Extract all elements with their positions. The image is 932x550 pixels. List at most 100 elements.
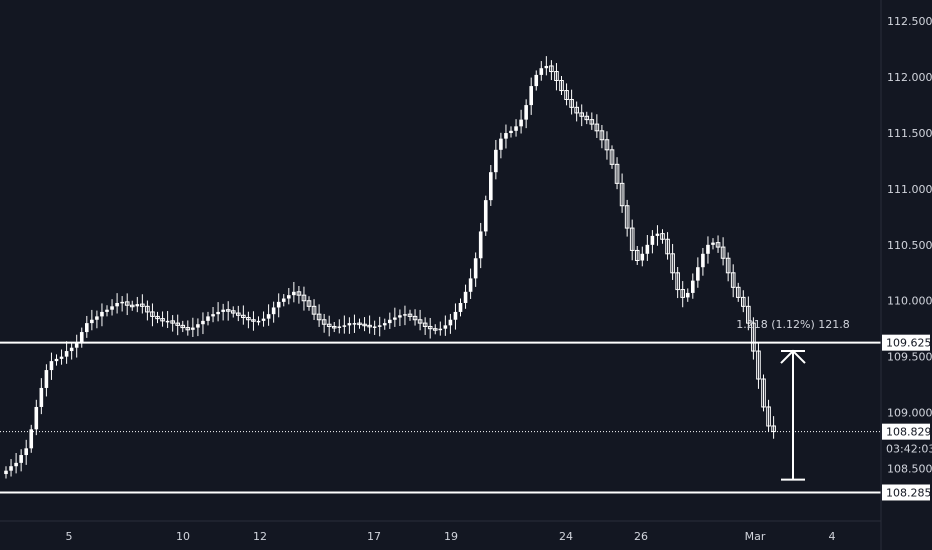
candle-body bbox=[432, 328, 438, 331]
candle bbox=[741, 290, 746, 313]
candle bbox=[196, 318, 200, 337]
candle-body bbox=[261, 318, 266, 321]
price-tick-label: 109.000 bbox=[887, 407, 932, 420]
candle-body bbox=[458, 302, 463, 312]
candle bbox=[54, 354, 59, 366]
candle bbox=[135, 296, 140, 313]
candle-body bbox=[499, 138, 503, 150]
candle bbox=[559, 76, 564, 96]
candle-body bbox=[725, 257, 731, 274]
candle-body bbox=[95, 316, 99, 320]
candle-body bbox=[519, 119, 523, 127]
candle bbox=[241, 305, 246, 325]
candle bbox=[59, 349, 64, 365]
time-tick-label: 24 bbox=[559, 530, 573, 543]
measure-label: 1.218 (1.12%) 121.8 bbox=[736, 318, 850, 331]
candle bbox=[432, 324, 438, 335]
candle bbox=[225, 301, 231, 321]
candle-body bbox=[504, 133, 508, 139]
candle bbox=[685, 288, 690, 302]
time-tick-label: 12 bbox=[253, 530, 267, 543]
candle-body bbox=[165, 320, 170, 323]
time-tick-label: 17 bbox=[367, 530, 381, 543]
candle-body bbox=[367, 324, 372, 328]
time-tick-label: Mar bbox=[745, 530, 766, 543]
level-price-label-bg bbox=[882, 334, 930, 351]
candle-body bbox=[301, 294, 307, 302]
candle bbox=[206, 311, 210, 326]
candle bbox=[751, 317, 756, 360]
candle bbox=[756, 342, 761, 389]
candle bbox=[604, 131, 610, 160]
candle bbox=[443, 315, 448, 336]
candle-body bbox=[145, 305, 150, 313]
candle-body bbox=[393, 317, 397, 320]
candle bbox=[534, 70, 539, 91]
price-labels: 109.625 108.285 108.829 03:42:03 bbox=[882, 334, 932, 501]
time-axis[interactable]: 5 10 12 17 19 24 26 Mar 4 bbox=[66, 530, 836, 543]
candle bbox=[201, 312, 205, 335]
candle bbox=[448, 313, 453, 334]
candle-body bbox=[69, 347, 74, 352]
candle-body bbox=[624, 205, 630, 229]
candle-body bbox=[382, 323, 387, 326]
candle bbox=[574, 101, 579, 122]
candle bbox=[701, 247, 705, 276]
candle bbox=[140, 294, 145, 314]
candle bbox=[660, 229, 665, 244]
candle-body bbox=[574, 106, 579, 114]
candle-body bbox=[347, 323, 352, 326]
candle bbox=[44, 364, 49, 397]
candle bbox=[499, 132, 503, 159]
candle bbox=[331, 321, 337, 333]
candle bbox=[34, 399, 39, 436]
price-axis[interactable]: 112.500 112.000 111.500 111.000 110.500 110.0… bbox=[887, 15, 932, 475]
candle-body bbox=[655, 233, 660, 236]
candle-body bbox=[746, 305, 751, 324]
candle-body bbox=[100, 311, 104, 317]
candle bbox=[544, 56, 549, 76]
candle bbox=[624, 199, 630, 237]
candle-body bbox=[412, 315, 418, 321]
candle-body bbox=[211, 314, 215, 317]
candle bbox=[246, 311, 251, 329]
candle-body bbox=[599, 130, 605, 141]
candle-body bbox=[316, 313, 322, 321]
candle-body bbox=[388, 319, 392, 324]
candle bbox=[85, 315, 89, 338]
candle-body bbox=[463, 291, 468, 303]
candle bbox=[589, 112, 595, 130]
candle-body bbox=[241, 314, 246, 319]
candle-body bbox=[292, 291, 296, 296]
candle-body bbox=[150, 311, 155, 317]
candle-body bbox=[559, 79, 564, 92]
candle-body bbox=[59, 356, 64, 359]
candle bbox=[691, 273, 695, 299]
candle-body bbox=[175, 322, 180, 326]
candle bbox=[711, 238, 715, 250]
candle bbox=[49, 352, 54, 380]
candle bbox=[417, 309, 423, 331]
candle-body bbox=[120, 301, 124, 304]
candle bbox=[766, 399, 771, 432]
candle bbox=[357, 318, 362, 329]
candle bbox=[160, 311, 165, 327]
candle bbox=[321, 313, 327, 333]
candle bbox=[347, 317, 352, 334]
candle-body bbox=[191, 327, 195, 330]
candle-body bbox=[634, 249, 640, 262]
candle-body bbox=[427, 325, 433, 330]
candle bbox=[771, 416, 776, 439]
candle bbox=[670, 243, 675, 280]
candle bbox=[640, 246, 645, 267]
candle-body bbox=[155, 315, 160, 320]
candle bbox=[514, 119, 518, 137]
candle-body bbox=[766, 406, 771, 427]
candle bbox=[579, 104, 585, 127]
candle bbox=[569, 89, 574, 115]
candle bbox=[185, 320, 191, 336]
candle bbox=[438, 321, 443, 336]
candle-body bbox=[296, 291, 302, 296]
